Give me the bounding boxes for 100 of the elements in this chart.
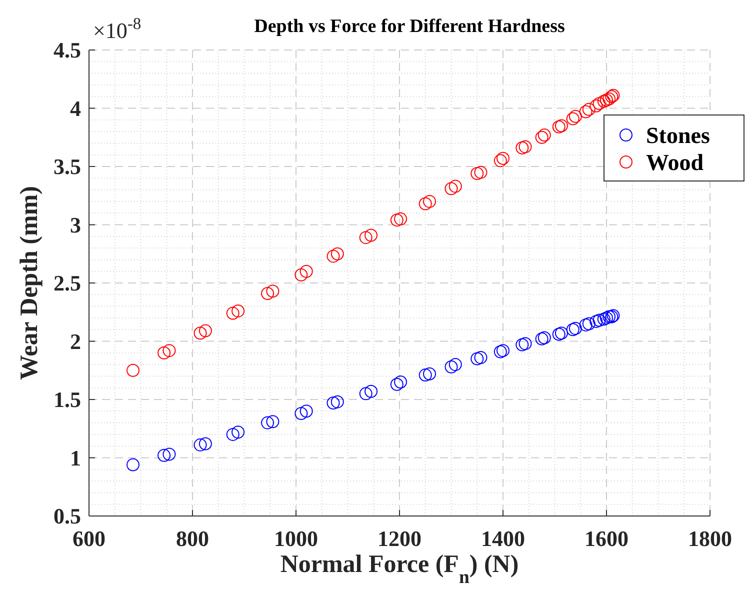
point xyxy=(535,130,548,144)
y-tick-label: 4.5 xyxy=(54,38,81,63)
y-tick-label: 3.5 xyxy=(54,154,81,180)
point xyxy=(579,105,592,118)
point xyxy=(518,337,532,350)
point xyxy=(266,284,280,298)
point xyxy=(390,214,404,227)
point xyxy=(364,228,378,242)
point xyxy=(444,360,458,374)
point xyxy=(390,378,404,391)
point xyxy=(494,345,507,358)
y-tick-label: 1.5 xyxy=(54,387,81,412)
point xyxy=(266,415,280,428)
point xyxy=(198,324,212,338)
y-tick-label: 0.5 xyxy=(54,504,81,529)
point xyxy=(538,331,551,344)
point xyxy=(600,94,613,107)
point xyxy=(418,197,432,210)
point xyxy=(579,318,592,332)
x-tick-label: 800 xyxy=(176,526,209,551)
point xyxy=(300,264,313,278)
point xyxy=(194,438,207,452)
x-tick-label: 1000 xyxy=(274,526,318,551)
point xyxy=(423,367,436,380)
point xyxy=(535,332,548,346)
x-tick-label: 1400 xyxy=(481,526,525,551)
legend-label: Stones xyxy=(646,123,710,148)
point xyxy=(232,426,245,439)
point xyxy=(300,404,313,418)
point xyxy=(566,112,580,126)
point xyxy=(552,328,566,341)
point xyxy=(261,416,274,430)
point xyxy=(538,128,551,142)
point xyxy=(552,120,566,134)
y-tick-label: 3 xyxy=(70,212,81,238)
y-tick-label: 2.5 xyxy=(54,270,81,296)
point xyxy=(359,231,372,244)
point xyxy=(470,352,484,366)
point xyxy=(554,119,568,132)
point xyxy=(602,92,616,106)
point xyxy=(474,351,488,364)
point xyxy=(158,346,171,360)
point xyxy=(330,247,344,260)
point xyxy=(326,396,340,410)
point xyxy=(602,310,616,324)
point xyxy=(592,314,606,327)
point xyxy=(590,99,603,112)
point xyxy=(162,344,176,358)
point xyxy=(516,338,529,352)
point xyxy=(423,194,436,208)
x-tick-label: 1200 xyxy=(378,526,422,551)
point xyxy=(448,358,462,372)
point xyxy=(359,387,372,400)
y-tick-label: 4 xyxy=(70,96,81,121)
point xyxy=(394,212,408,226)
point xyxy=(496,344,510,358)
point xyxy=(597,312,610,326)
point xyxy=(394,376,408,389)
point xyxy=(126,458,140,472)
point xyxy=(496,152,510,165)
point xyxy=(582,102,596,116)
y-tick-label: 2 xyxy=(70,328,81,354)
point xyxy=(448,180,462,193)
y-axis-title: Wear Depth (mm) xyxy=(16,186,43,380)
point xyxy=(566,323,580,336)
x-tick-label: 1800 xyxy=(688,526,732,551)
point xyxy=(474,166,488,179)
point xyxy=(516,141,529,154)
point xyxy=(330,395,344,408)
point xyxy=(294,268,308,282)
point xyxy=(198,437,212,450)
point xyxy=(597,94,610,108)
point xyxy=(590,314,603,328)
point xyxy=(226,306,240,320)
point xyxy=(568,110,582,123)
point xyxy=(126,364,140,377)
point xyxy=(232,304,245,318)
point xyxy=(162,448,176,461)
point xyxy=(444,182,458,196)
x-tick-label: 600 xyxy=(72,526,106,551)
point xyxy=(592,97,606,110)
legend-label: Wood xyxy=(646,150,704,176)
chart-title: Depth vs Force for Different Hardness xyxy=(254,16,565,37)
y-tick-label: 1 xyxy=(70,445,81,470)
point xyxy=(600,311,613,324)
point xyxy=(158,448,171,462)
text: ×10$^{-8}$ xyxy=(93,14,142,43)
point xyxy=(582,317,596,330)
point xyxy=(554,326,568,340)
point xyxy=(326,250,340,263)
point xyxy=(226,428,240,441)
point xyxy=(194,326,207,340)
point xyxy=(364,384,378,398)
point xyxy=(470,167,484,180)
point xyxy=(568,322,582,335)
x-tick-label: 1600 xyxy=(584,526,628,551)
point xyxy=(261,286,274,300)
point xyxy=(418,368,432,382)
point xyxy=(294,406,308,420)
point xyxy=(494,154,507,168)
